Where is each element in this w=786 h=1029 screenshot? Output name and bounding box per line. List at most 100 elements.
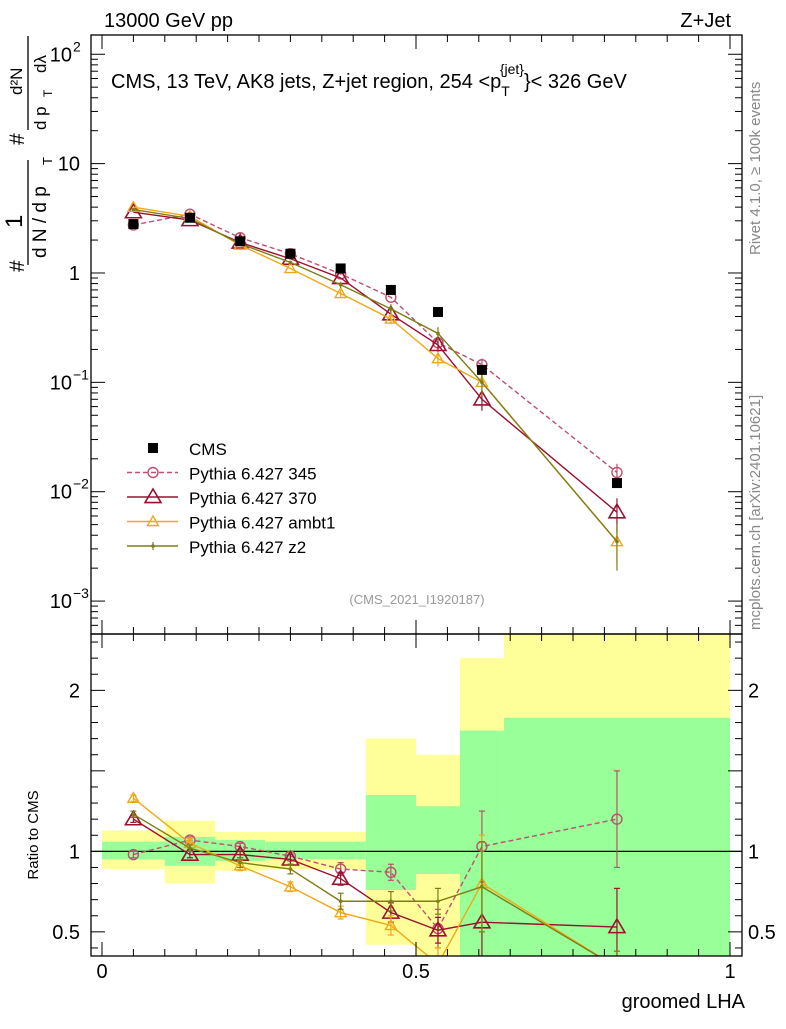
legend-label: Pythia 6.427 370 <box>189 489 317 508</box>
marker-dot <box>480 884 484 889</box>
legend-label: Pythia 6.427 ambt1 <box>189 514 335 533</box>
marker-square <box>385 284 396 295</box>
marker-triangle <box>607 502 627 519</box>
ratio-y-axis-title: Ratio to CMS <box>25 790 42 879</box>
svg-text:d N / d p: d N / d p <box>30 186 51 258</box>
marker-dot <box>436 331 440 336</box>
marker-dot <box>288 867 293 871</box>
energy-label: 13000 GeV pp <box>104 10 233 32</box>
svg-text:1: 1 <box>1 215 28 228</box>
svg-text:T: T <box>40 157 55 165</box>
marker-circle <box>611 813 623 825</box>
y-tick-label: 1 <box>69 263 80 285</box>
marker-triangle <box>126 791 141 804</box>
marker-triangle <box>331 869 351 886</box>
legend: CMS Pythia 6.427 345 Pythia 6.427 370 Pythi… <box>127 440 335 557</box>
x-tick-label: 1 <box>724 961 735 983</box>
marker-dot <box>389 307 393 311</box>
marker-square <box>611 478 622 489</box>
mcplots-label: mcplots.cern.ch [arXiv:2401.10621] <box>747 395 764 630</box>
y-tick-label: 10 <box>50 44 72 66</box>
marker-dot <box>615 965 619 969</box>
y-tick-exponent: −1 <box>73 366 89 382</box>
svg-text:d p: d p <box>31 106 50 130</box>
series-line <box>133 213 618 474</box>
legend-label: Pythia 6.427 345 <box>189 465 317 484</box>
marker-dot <box>389 899 393 904</box>
marker-triangle <box>472 389 492 406</box>
svg-text:d²N: d²N <box>7 68 26 95</box>
ratio-y-tick-label: 0.5 <box>52 922 80 944</box>
marker-square <box>184 212 195 223</box>
band-inner <box>315 841 366 860</box>
marker-triangle <box>124 809 143 826</box>
legend-entry: Pythia 6.427 ambt1 <box>127 514 335 533</box>
marker-square <box>235 236 246 247</box>
band-inner <box>416 806 460 874</box>
marker-triangle <box>384 312 398 324</box>
ratio-y-tick-label: 2 <box>69 680 80 702</box>
analysis-label: (CMS_2021_I1920187) <box>349 592 484 607</box>
y-tick-exponent: −3 <box>73 585 89 601</box>
marker-triangle <box>143 487 163 504</box>
marker-triangle <box>432 959 443 969</box>
marker-dot <box>131 207 136 212</box>
ratio-y-tick-label-right: 2 <box>748 680 759 702</box>
marker-circle <box>127 848 140 861</box>
marker-triangle <box>283 879 298 892</box>
svg-text:#: # <box>6 133 29 145</box>
marker-square <box>128 219 139 230</box>
marker-square <box>148 443 158 453</box>
marker-triangle <box>180 844 200 861</box>
marker-circle <box>147 466 159 479</box>
svg-text:T: T <box>41 89 55 97</box>
x-tick-label: 0.5 <box>402 961 430 983</box>
marker-triangle <box>146 514 160 527</box>
plot-title: CMS, 13 TeV, AK8 jets, Z+jet region, 254… <box>111 61 627 99</box>
marker-triangle <box>607 917 627 934</box>
svg-text:#: # <box>6 260 29 272</box>
ratio-panel <box>91 770 742 972</box>
y-tick-label: 10 <box>50 482 72 504</box>
svg-text:dλ: dλ <box>31 55 50 73</box>
legend-entry: Pythia 6.427 z2 <box>127 538 306 557</box>
marker-triangle <box>431 351 445 364</box>
marker-triangle <box>611 962 622 972</box>
band-inner <box>102 841 165 860</box>
marker-dot <box>131 812 136 817</box>
x-axis-title: groomed LHA <box>622 991 746 1013</box>
marker-triangle <box>283 261 298 274</box>
main-panel <box>124 200 627 571</box>
marker-square <box>335 263 346 274</box>
marker-triangle <box>233 858 247 871</box>
marker-dot <box>238 860 242 865</box>
marker-triangle <box>384 918 398 931</box>
marker-square <box>285 248 296 259</box>
marker-dot <box>338 282 343 287</box>
marker-triangle <box>333 286 348 299</box>
ratio-y-tick-label: 1 <box>69 841 80 863</box>
marker-triangle <box>333 905 348 918</box>
marker-triangle <box>428 335 448 352</box>
legend-entry: Pythia 6.427 370 <box>127 487 317 508</box>
legend-entry: Pythia 6.427 345 <box>127 465 317 484</box>
marker-dot <box>615 539 619 544</box>
marker-dot <box>151 544 155 548</box>
marker-triangle <box>428 920 448 937</box>
ratio-y-tick-label-right: 0.5 <box>748 922 776 944</box>
process-label: Z+Jet <box>680 10 731 32</box>
ratio-uncertainty-bands <box>102 634 730 956</box>
marker-dot <box>338 899 343 904</box>
y-tick-exponent: −2 <box>73 476 89 492</box>
marker-dot <box>480 380 484 385</box>
y-tick-exponent: 2 <box>73 38 81 54</box>
legend-entry: CMS <box>148 440 227 459</box>
marker-square <box>476 364 487 375</box>
y-tick-label: 10 <box>50 372 72 394</box>
y-axis-title: # 1 d N / d p T # d²N d p T dλ <box>1 36 55 272</box>
marker-dot <box>436 899 440 904</box>
marker-dot <box>288 260 293 265</box>
